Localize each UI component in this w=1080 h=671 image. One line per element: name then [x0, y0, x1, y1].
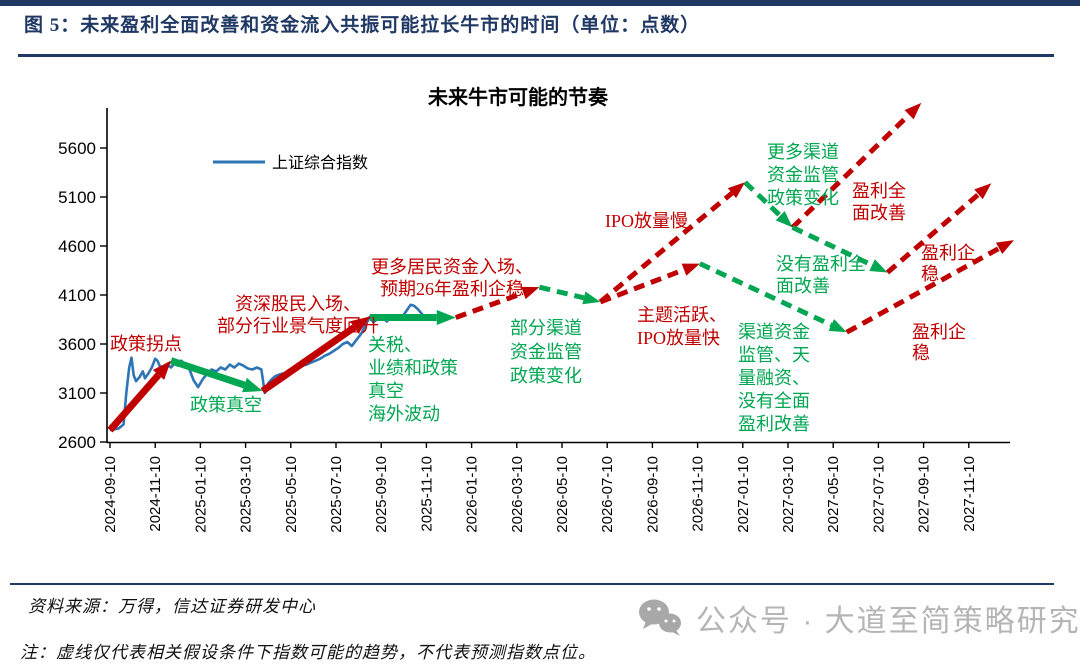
scenario-arrow-shaft: [885, 192, 981, 275]
scenario-arrow-shaft: [845, 246, 1001, 335]
scenario-arrow-head: [904, 102, 922, 120]
x-tick-label: 2026-09-10: [644, 456, 661, 533]
scenario-arrow-head: [521, 286, 540, 300]
annotation-profit-full-improvement: 盈利全面改善: [852, 181, 906, 223]
annotation-profit-stabilize-lower: 盈利企稳: [912, 322, 966, 363]
y-tick-label: 3600: [58, 335, 96, 354]
x-tick-label: 2025-01-10: [192, 456, 209, 533]
scenario-arrow-shaft: [107, 372, 162, 433]
scenario-arrow-head: [775, 210, 793, 228]
y-tick-label: 5600: [58, 139, 96, 158]
x-tick-label: 2026-07-10: [599, 456, 616, 533]
annotation-policy-vacuum: 政策真空: [190, 395, 262, 415]
scenario-arrow-shaft: [698, 261, 833, 328]
scenario-arrow-shaft: [169, 357, 246, 389]
scenario-arrow-shaft: [260, 324, 357, 394]
wechat-icon: [639, 599, 681, 636]
scenario-arrow-head: [350, 316, 370, 334]
x-tick-label: 2024-11-10: [147, 456, 164, 532]
x-tick-label: 2026-11-10: [690, 456, 707, 532]
scenario-arrow-head: [152, 360, 172, 380]
scenario-arrow-head: [681, 263, 700, 276]
x-tick-label: 2027-11-10: [961, 456, 978, 532]
x-tick-label: 2027-07-10: [870, 456, 887, 533]
annotation-tariff-vacuum: 关税、业绩和政策真空海外波动: [368, 335, 458, 424]
watermark: 公众号 · 大道至简策略研究: [636, 596, 1080, 640]
scenario-arrow-head: [995, 240, 1014, 255]
scenario-arrow-head: [828, 319, 847, 333]
y-tick-label: 4100: [58, 286, 96, 305]
x-tick-label: 2025-05-10: [283, 456, 300, 533]
x-tick-label: 2024-09-10: [102, 456, 119, 533]
chart-title: 未来牛市可能的节奏: [428, 85, 609, 109]
x-tick-label: 2026-05-10: [554, 456, 571, 533]
y-tick-label: 2600: [58, 433, 96, 452]
legend-label: 上证综合指数: [272, 154, 368, 172]
annotation-theme-active-ipo-fast: 主题活跃、 IPO放量快: [637, 305, 727, 348]
scenario-arrow-head: [242, 377, 263, 393]
source-note: 资料来源：万得，信达证券研发中心: [28, 597, 316, 616]
x-tick-label: 2027-03-10: [780, 456, 797, 533]
annotation-more-resident-funds: 更多居民资金入场、预期26年盈利企稳: [371, 257, 533, 299]
annotation-profit-stabilize-upper: 盈利企稳: [921, 243, 975, 284]
x-tick-label: 2025-07-10: [328, 456, 345, 533]
annotation-no-full-profit-improvement: 没有盈利全面改善: [776, 254, 866, 296]
scenario-arrow-head: [436, 310, 456, 326]
scenario-arrow-shaft: [598, 191, 734, 304]
scenario-arrow-shaft: [790, 112, 911, 230]
footnote: 注：虚线仅代表相关假设条件下指数可能的趋势，不代表预测指数点位。: [20, 643, 596, 662]
x-tick-label: 2026-01-10: [464, 456, 481, 533]
scenario-arrow-shaft: [454, 290, 525, 320]
y-tick-label: 5100: [58, 188, 96, 207]
annotation-policy-turning-point: 政策拐点: [110, 334, 182, 354]
top-border-bar: [0, 0, 1080, 6]
footer-divider: [10, 583, 1054, 585]
x-tick-label: 2025-11-10: [418, 456, 435, 532]
scenario-arrow-shaft: [743, 180, 782, 218]
scenario-arrow-head: [727, 182, 746, 199]
scenario-arrow-shaft: [791, 225, 874, 268]
x-tick-label: 2025-03-10: [238, 456, 255, 533]
x-tick-label: 2026-03-10: [509, 456, 526, 533]
annotation-partial-channel-regulation: 部分渠道资金监管政策变化: [510, 318, 582, 386]
annotation-veteran-investors: 资深股民入场、部分行业景气度回升: [217, 294, 379, 336]
scenario-arrow-shaft: [599, 267, 685, 305]
x-tick-label: 2027-01-10: [735, 456, 752, 533]
scenario-arrow-head: [869, 259, 888, 273]
title-divider: [18, 54, 1054, 57]
x-tick-label: 2027-05-10: [825, 456, 842, 533]
annotation-more-channel-regulation: 更多渠道资金监管政策变化: [767, 142, 839, 208]
annotation-channel-regulation-huge-financing: 渠道资金监管、天量融资、没有全面盈利改善: [738, 322, 810, 434]
x-tick-label: 2027-09-10: [916, 456, 933, 533]
y-tick-label: 4600: [58, 237, 96, 256]
figure-title: 图 5：未来盈利全面改善和资金流入共振可能拉长牛市的时间（单位：点数）: [24, 15, 701, 36]
watermark-text: 公众号 · 大道至简策略研究: [696, 605, 1080, 638]
x-tick-label: 2025-09-10: [373, 456, 390, 533]
y-tick-label: 3100: [58, 384, 96, 403]
scenario-arrow-head: [974, 183, 992, 200]
scenario-arrow-shaft: [538, 284, 585, 301]
scenario-arrow-head: [582, 291, 601, 305]
annotation-ipo-slow: IPO放量慢: [605, 211, 688, 231]
